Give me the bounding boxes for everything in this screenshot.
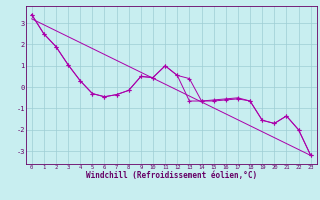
X-axis label: Windchill (Refroidissement éolien,°C): Windchill (Refroidissement éolien,°C) xyxy=(86,171,257,180)
